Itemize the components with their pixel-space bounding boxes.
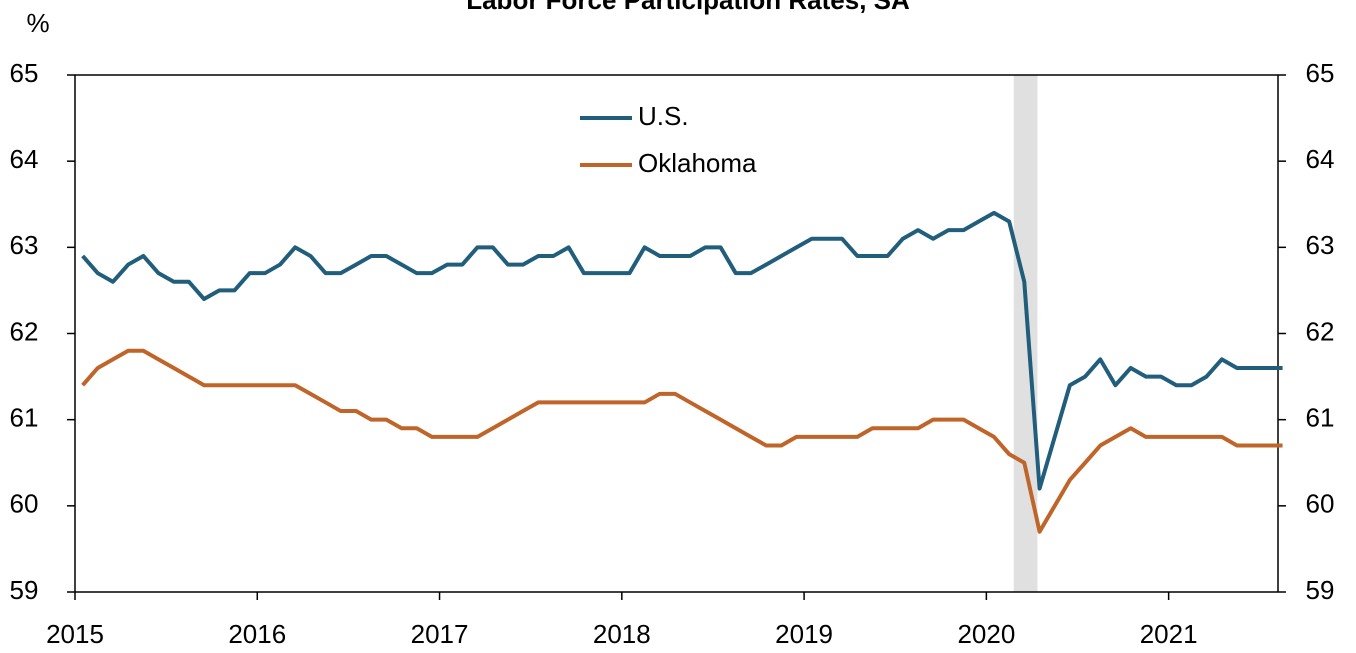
y-tick-label: 65	[10, 58, 39, 88]
x-tick-label: 2015	[46, 619, 104, 649]
y-tick-label: 61	[10, 403, 39, 433]
series-line	[81, 348, 1283, 534]
x-tick-label: 2021	[1140, 619, 1198, 649]
x-tick-label: 2018	[593, 619, 651, 649]
y-tick-label: 60	[10, 489, 39, 519]
legend-label: Oklahoma	[638, 148, 757, 178]
y-tick-label: 64	[10, 144, 39, 174]
y2-tick-label: 63	[1306, 230, 1335, 260]
y-tick-label: 62	[10, 316, 39, 346]
chart-title: Labor Force Participation Rates, SA	[466, 0, 910, 15]
y2-tick-label: 59	[1306, 575, 1335, 605]
recession-shade	[1013, 75, 1038, 592]
y2-tick-label: 64	[1306, 144, 1335, 174]
series-line	[81, 210, 1283, 491]
y2-tick-label: 62	[1306, 316, 1335, 346]
legend-label: U.S.	[638, 101, 689, 131]
y-axis-label: %	[26, 8, 49, 38]
y2-tick-label: 60	[1306, 489, 1335, 519]
y-tick-label: 63	[10, 230, 39, 260]
y2-tick-label: 65	[1306, 58, 1335, 88]
x-tick-label: 2016	[228, 619, 286, 649]
x-tick-label: 2020	[957, 619, 1015, 649]
y2-tick-label: 61	[1306, 403, 1335, 433]
x-tick-label: 2019	[775, 619, 833, 649]
y-tick-label: 59	[10, 575, 39, 605]
x-tick-label: 2017	[411, 619, 469, 649]
